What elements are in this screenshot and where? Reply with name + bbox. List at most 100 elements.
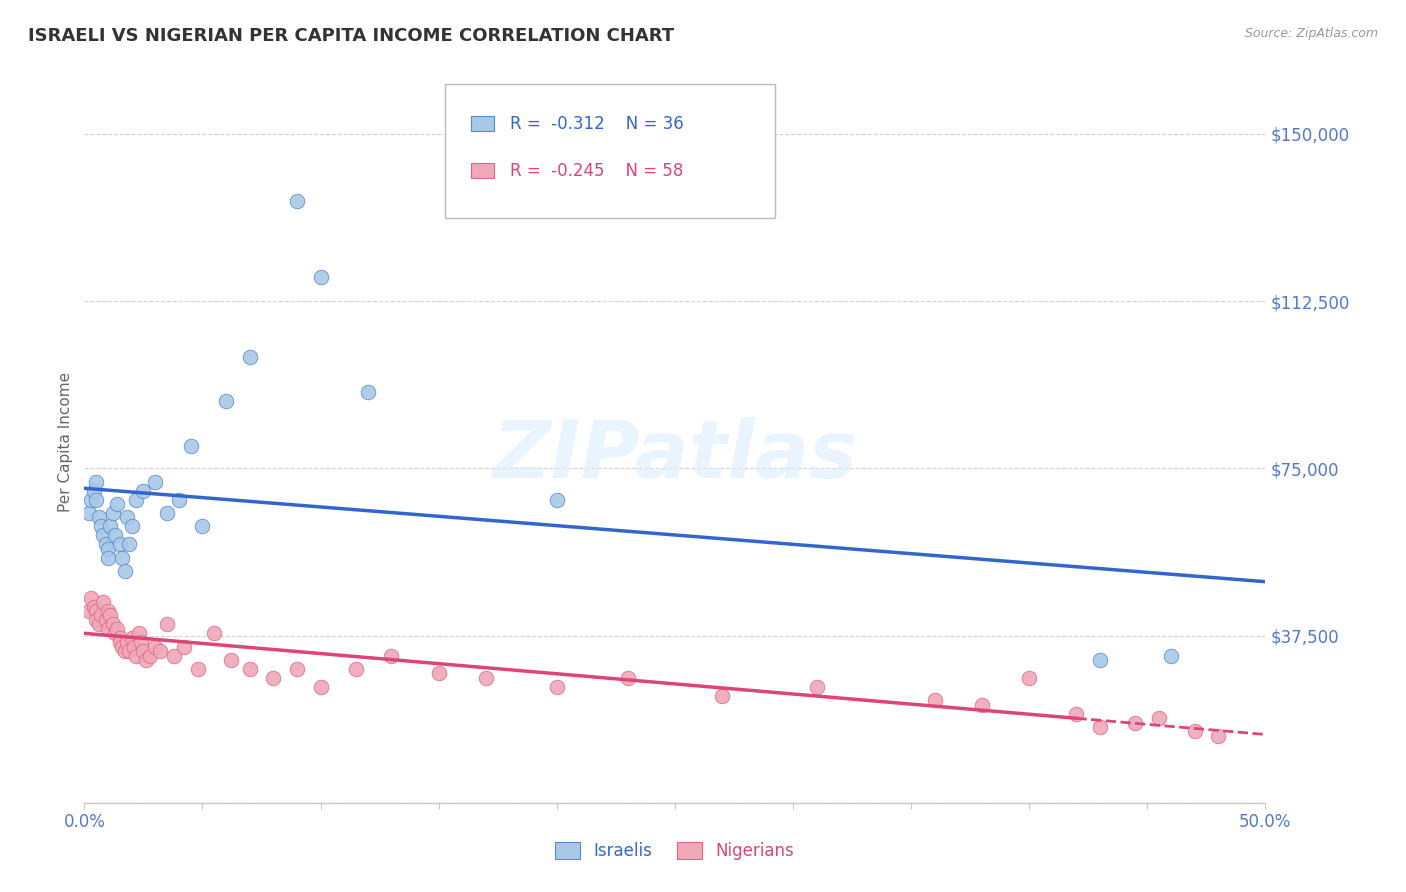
Point	[111, 640, 134, 654]
Point	[173, 640, 195, 654]
Point	[121, 519, 143, 533]
Point	[111, 550, 134, 565]
Point	[1160, 648, 1182, 663]
Point	[125, 492, 148, 507]
Point	[219, 653, 242, 667]
Point	[1184, 724, 1206, 739]
Point	[97, 541, 120, 556]
Point	[380, 648, 402, 663]
Point	[115, 635, 138, 649]
Point	[1147, 711, 1170, 725]
Point	[357, 385, 380, 400]
Point	[114, 564, 136, 578]
Point	[187, 662, 209, 676]
Point	[1018, 671, 1040, 685]
Point	[309, 269, 332, 284]
Point	[84, 604, 107, 618]
Point	[139, 648, 162, 663]
Point	[108, 537, 131, 551]
Point	[98, 608, 121, 623]
Point	[546, 680, 568, 694]
Point	[115, 510, 138, 524]
FancyBboxPatch shape	[471, 163, 494, 178]
Point	[118, 644, 141, 658]
Point	[84, 475, 107, 489]
Point	[114, 644, 136, 658]
Point	[108, 631, 131, 645]
Point	[94, 613, 117, 627]
Point	[80, 591, 103, 605]
Point	[191, 519, 214, 533]
Point	[215, 394, 238, 409]
Point	[1066, 706, 1088, 721]
Point	[90, 519, 112, 533]
Point	[711, 689, 734, 703]
Point	[546, 492, 568, 507]
Point	[163, 648, 186, 663]
Point	[125, 648, 148, 663]
Point	[427, 666, 450, 681]
Point	[77, 604, 100, 618]
Point	[83, 483, 105, 498]
Point	[285, 662, 308, 676]
Y-axis label: Per Capita Income: Per Capita Income	[58, 371, 73, 512]
Point	[97, 604, 120, 618]
Point	[1206, 729, 1229, 743]
Point	[122, 640, 145, 654]
Point	[80, 492, 103, 507]
Point	[1088, 653, 1111, 667]
Point	[135, 653, 157, 667]
Point	[118, 537, 141, 551]
Point	[156, 506, 179, 520]
Point	[84, 492, 107, 507]
Point	[924, 693, 946, 707]
Point	[97, 622, 120, 636]
Point	[143, 475, 166, 489]
Text: R =  -0.245    N = 58: R = -0.245 N = 58	[509, 161, 683, 179]
Point	[107, 622, 129, 636]
Text: Source: ZipAtlas.com: Source: ZipAtlas.com	[1244, 27, 1378, 40]
FancyBboxPatch shape	[444, 84, 775, 218]
Point	[98, 519, 121, 533]
Point	[104, 626, 127, 640]
Text: R =  -0.312    N = 36: R = -0.312 N = 36	[509, 115, 683, 133]
Text: ISRAELI VS NIGERIAN PER CAPITA INCOME CORRELATION CHART: ISRAELI VS NIGERIAN PER CAPITA INCOME CO…	[28, 27, 675, 45]
FancyBboxPatch shape	[471, 117, 494, 131]
Point	[83, 599, 105, 614]
Point	[104, 528, 127, 542]
Point	[121, 631, 143, 645]
Text: ZIPatlas: ZIPatlas	[492, 417, 858, 495]
Point	[970, 698, 993, 712]
Point	[239, 350, 262, 364]
Point	[180, 439, 202, 453]
Point	[616, 671, 638, 685]
Point	[1088, 720, 1111, 734]
Legend: Israelis, Nigerians: Israelis, Nigerians	[548, 835, 801, 867]
Point	[285, 194, 308, 208]
Point	[262, 671, 284, 685]
Point	[806, 680, 828, 694]
Point	[156, 617, 179, 632]
Point	[97, 550, 120, 565]
Point	[101, 617, 124, 632]
Point	[84, 613, 107, 627]
Point	[108, 635, 131, 649]
Point	[239, 662, 262, 676]
Point	[309, 680, 332, 694]
Point	[91, 595, 114, 609]
Point	[87, 617, 110, 632]
Point	[107, 497, 129, 511]
Point	[77, 506, 100, 520]
Point	[129, 635, 152, 649]
Point	[128, 626, 150, 640]
Point	[149, 644, 172, 658]
Point	[87, 510, 110, 524]
Point	[202, 626, 225, 640]
Point	[132, 644, 155, 658]
Point	[167, 492, 190, 507]
Point	[94, 537, 117, 551]
Point	[90, 608, 112, 623]
Point	[143, 640, 166, 654]
Point	[1125, 715, 1147, 730]
Point	[344, 662, 367, 676]
